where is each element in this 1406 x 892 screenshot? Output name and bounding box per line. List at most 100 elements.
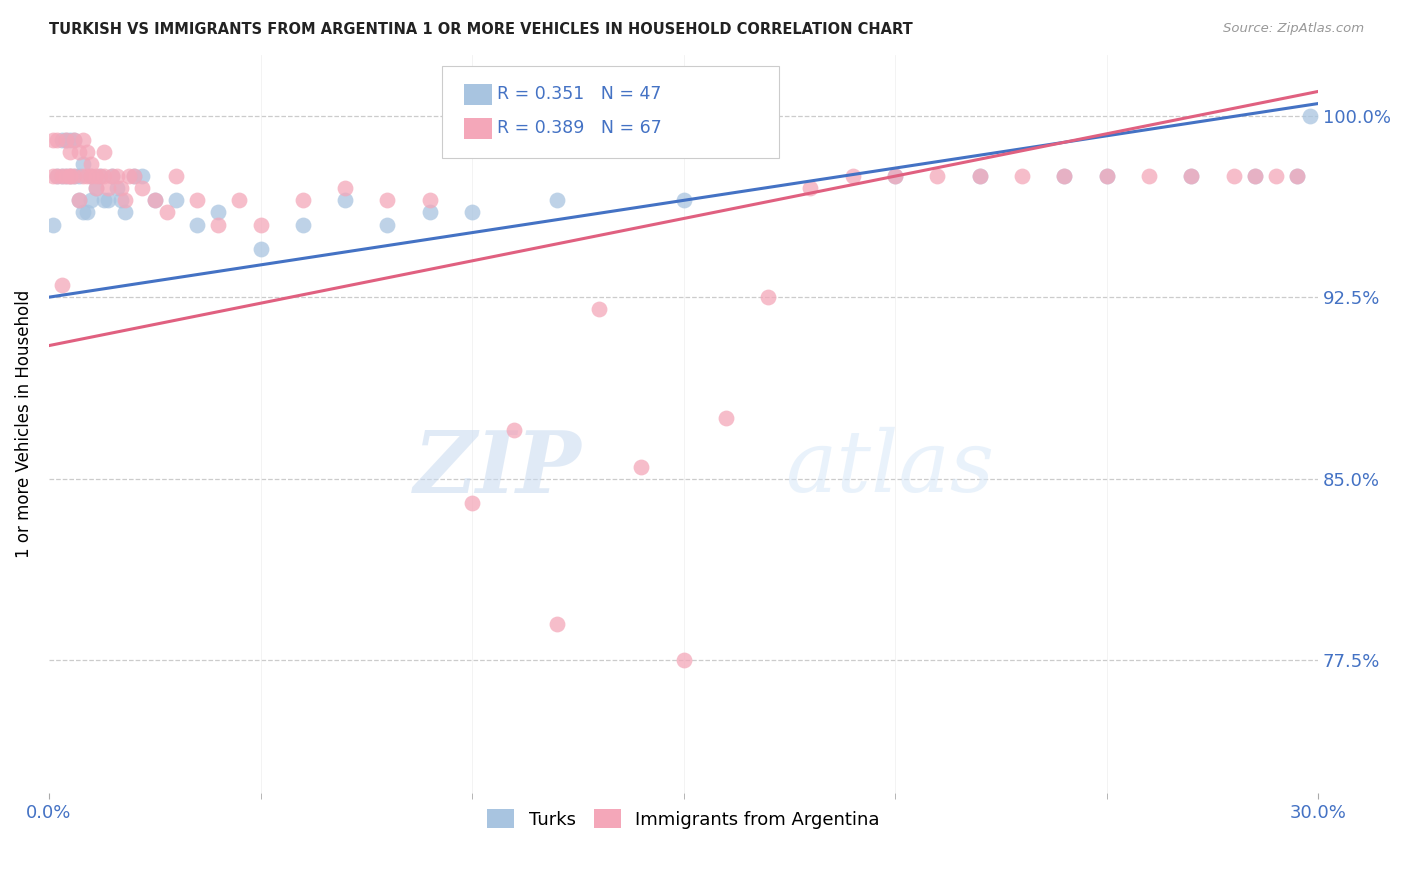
Point <box>59 145 82 159</box>
Point <box>67 169 90 183</box>
Point <box>110 181 132 195</box>
Point <box>93 169 115 183</box>
Point <box>228 194 250 208</box>
Point <box>207 218 229 232</box>
Point <box>118 169 141 183</box>
Point <box>884 169 907 183</box>
Point <box>714 411 737 425</box>
Point <box>89 169 111 183</box>
Point <box>72 205 94 219</box>
Point <box>165 194 187 208</box>
Point <box>1285 169 1308 183</box>
Point <box>80 157 103 171</box>
Point <box>143 194 166 208</box>
Point <box>42 169 65 183</box>
Point <box>51 133 73 147</box>
Point <box>59 169 82 183</box>
Point <box>419 205 441 219</box>
Text: atlas: atlas <box>785 427 994 510</box>
Text: R = 0.389   N = 67: R = 0.389 N = 67 <box>496 120 662 137</box>
Text: ZIP: ZIP <box>415 426 582 510</box>
Point <box>46 169 69 183</box>
Point <box>42 218 65 232</box>
Point <box>927 169 949 183</box>
Point <box>799 181 821 195</box>
Point <box>1243 169 1265 183</box>
Point <box>291 218 314 232</box>
Point <box>51 169 73 183</box>
Point <box>55 133 77 147</box>
Point <box>80 169 103 183</box>
Point <box>377 218 399 232</box>
Point <box>122 169 145 183</box>
Bar <box>464 118 492 138</box>
Point <box>333 181 356 195</box>
Point <box>76 145 98 159</box>
Point <box>333 194 356 208</box>
Point <box>63 133 86 147</box>
Point <box>291 194 314 208</box>
Point <box>84 181 107 195</box>
Point <box>131 181 153 195</box>
Point <box>72 133 94 147</box>
Point <box>101 169 124 183</box>
Point <box>93 194 115 208</box>
Point <box>461 205 484 219</box>
Point <box>1053 169 1076 183</box>
Point <box>76 205 98 219</box>
Point <box>1137 169 1160 183</box>
Point <box>672 194 695 208</box>
Point <box>89 169 111 183</box>
Point <box>97 181 120 195</box>
Point <box>1053 169 1076 183</box>
Point <box>76 169 98 183</box>
Point <box>101 169 124 183</box>
Point <box>377 194 399 208</box>
Point <box>546 194 568 208</box>
Point <box>165 169 187 183</box>
Point <box>143 194 166 208</box>
Text: TURKISH VS IMMIGRANTS FROM ARGENTINA 1 OR MORE VEHICLES IN HOUSEHOLD CORRELATION: TURKISH VS IMMIGRANTS FROM ARGENTINA 1 O… <box>49 22 912 37</box>
Point <box>55 133 77 147</box>
Point <box>105 169 128 183</box>
Point <box>884 169 907 183</box>
Point <box>93 145 115 159</box>
Point <box>588 302 610 317</box>
Point <box>131 169 153 183</box>
Point <box>461 496 484 510</box>
Point <box>97 194 120 208</box>
Point <box>1264 169 1286 183</box>
Y-axis label: 1 or more Vehicles in Household: 1 or more Vehicles in Household <box>15 290 32 558</box>
Point <box>105 181 128 195</box>
Point <box>114 194 136 208</box>
Point <box>969 169 991 183</box>
Point <box>51 169 73 183</box>
Point <box>114 205 136 219</box>
FancyBboxPatch shape <box>443 66 779 159</box>
Point <box>122 169 145 183</box>
Point <box>55 169 77 183</box>
Point <box>84 169 107 183</box>
Point <box>67 145 90 159</box>
Point <box>59 133 82 147</box>
Point <box>1285 169 1308 183</box>
Point <box>207 205 229 219</box>
Point <box>503 423 526 437</box>
Point <box>80 194 103 208</box>
Point <box>630 459 652 474</box>
Point <box>756 290 779 304</box>
Point <box>72 169 94 183</box>
Point <box>1180 169 1202 183</box>
Point <box>1095 169 1118 183</box>
Point <box>1222 169 1244 183</box>
Point <box>419 194 441 208</box>
Point <box>46 133 69 147</box>
Point <box>249 242 271 256</box>
Text: Source: ZipAtlas.com: Source: ZipAtlas.com <box>1223 22 1364 36</box>
Point <box>67 194 90 208</box>
Point <box>55 169 77 183</box>
Point <box>80 169 103 183</box>
Point <box>186 218 208 232</box>
Legend: Turks, Immigrants from Argentina: Turks, Immigrants from Argentina <box>479 802 887 836</box>
Point <box>67 194 90 208</box>
